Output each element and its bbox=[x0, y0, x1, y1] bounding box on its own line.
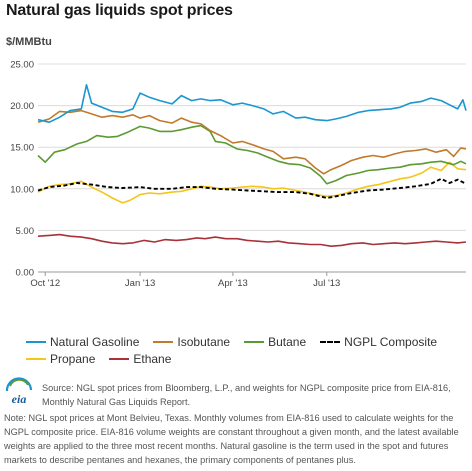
legend-swatch bbox=[153, 340, 174, 343]
legend-item: Butane bbox=[244, 335, 306, 349]
line-chart: 0.00 5.00 10.00 15.00 20.00 25.00 Oct '12 Jan … bbox=[10, 60, 467, 289]
legend-swatch bbox=[109, 357, 130, 360]
legend: Natural Gasoline Isobutane Butane NGPL Comp… bbox=[26, 333, 466, 367]
legend-label: Natural Gasoline bbox=[50, 334, 140, 349]
x-tick-label: Oct '12 bbox=[30, 278, 60, 289]
y-tick-label: 20.00 bbox=[10, 101, 34, 112]
series-line-propane bbox=[37, 161, 467, 204]
y-tick-label: 25.00 bbox=[10, 60, 34, 71]
legend-item: Isobutane bbox=[153, 335, 230, 349]
eia-logo-icon: eia bbox=[5, 377, 33, 406]
series-line-isobutane bbox=[37, 109, 467, 175]
y-axis-unit-label: $/MMBtu bbox=[6, 36, 52, 48]
legend-label: Isobutane bbox=[177, 334, 231, 349]
series-line-butane bbox=[37, 124, 467, 185]
series-line-ngpl-composite bbox=[37, 177, 467, 199]
chart-title: Natural gas liquids spot prices bbox=[6, 2, 233, 19]
y-tick-label: 10.00 bbox=[10, 184, 34, 195]
y-axis-ticks: 0.00 5.00 10.00 15.00 20.00 25.00 bbox=[10, 60, 34, 279]
x-axis-ticks: Oct '12 Jan '13 Apr '13 Jul '13 bbox=[30, 272, 340, 289]
legend-row: Natural Gasoline Isobutane Butane NGPL Comp… bbox=[26, 333, 466, 350]
legend-label: Ethane bbox=[133, 351, 172, 366]
legend-swatch bbox=[320, 340, 341, 343]
legend-item: NGPL Composite bbox=[320, 335, 437, 349]
legend-item: Propane bbox=[26, 352, 95, 366]
legend-label: Butane bbox=[268, 334, 307, 349]
x-tick-label: Jul '13 bbox=[313, 278, 340, 289]
legend-label: NGPL Composite bbox=[344, 334, 438, 349]
footer: eia Source: NGL spot prices from Bloombe… bbox=[4, 377, 466, 467]
note-text: Note: NGL spot prices at Mont Belvieu, T… bbox=[4, 413, 459, 465]
series-line-ethane bbox=[37, 233, 467, 247]
source-text: Source: NGL spot prices from Bloomberg, … bbox=[42, 383, 451, 407]
y-tick-label: 5.00 bbox=[16, 226, 35, 237]
legend-swatch bbox=[244, 340, 265, 343]
legend-swatch bbox=[26, 357, 46, 360]
y-tick-label: 15.00 bbox=[10, 143, 34, 154]
legend-row: Propane Ethane bbox=[26, 350, 466, 367]
legend-item: Ethane bbox=[109, 352, 171, 366]
x-tick-label: Apr '13 bbox=[218, 278, 248, 289]
legend-swatch bbox=[26, 340, 46, 343]
series-lines bbox=[37, 84, 467, 247]
x-tick-label: Jan '13 bbox=[125, 278, 155, 289]
eia-logo-text: eia bbox=[12, 392, 27, 406]
y-tick-label: 0.00 bbox=[16, 268, 35, 279]
legend-item: Natural Gasoline bbox=[26, 335, 139, 349]
legend-label: Propane bbox=[50, 351, 96, 366]
source-row: eia Source: NGL spot prices from Bloombe… bbox=[4, 377, 466, 409]
series-line-natural-gasoline bbox=[37, 84, 467, 123]
